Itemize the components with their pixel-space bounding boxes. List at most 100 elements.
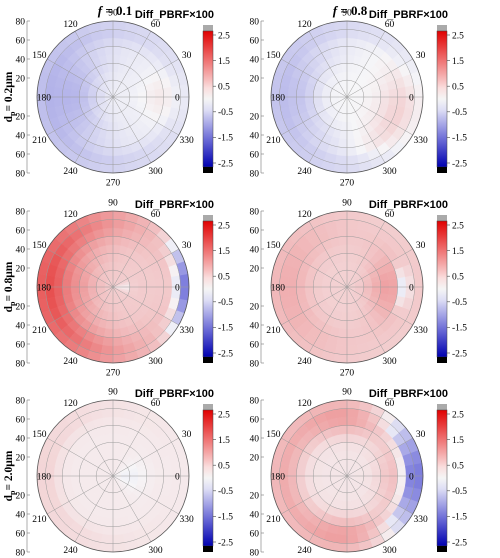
- grid-spoke: [346, 96, 413, 136]
- zenith-tick-label: 40: [16, 245, 26, 255]
- grid-spoke: [112, 475, 179, 515]
- heatmap-cell: [346, 336, 358, 347]
- azimuth-tick-label: 330: [413, 326, 428, 336]
- azimuth-tick-label: 240: [297, 546, 312, 556]
- azimuth-tick-label: 210: [32, 326, 47, 336]
- heatmap-cell: [112, 227, 124, 238]
- heatmap-cell: [346, 425, 357, 435]
- heatmap-cell: [99, 353, 114, 364]
- colorbar-tick-label: -0.5: [218, 298, 233, 308]
- zenith-tick-label: 20: [16, 264, 26, 274]
- heatmap-cell: [103, 328, 114, 338]
- heatmap-cell: [112, 416, 124, 427]
- colorbar-tick-label: -1.5: [218, 513, 233, 523]
- zenith-tick-label: 20: [16, 112, 26, 122]
- colorbar-title: Diff_PBRF×100: [369, 9, 448, 21]
- heatmap-cell: [101, 408, 114, 419]
- heatmap-cell: [162, 465, 173, 477]
- heatmap-cell: [103, 138, 114, 148]
- heatmap-cell: [53, 286, 64, 298]
- azimuth-tick-label: 120: [297, 399, 312, 409]
- polar-outline: [270, 20, 424, 174]
- azimuth-tick-label: 0: [409, 473, 414, 483]
- heatmap-cell: [388, 475, 398, 486]
- zenith-tick-label: 20: [250, 112, 260, 122]
- azimuth-tick-label: 0: [409, 94, 414, 104]
- azimuth-tick-label: 240: [63, 357, 78, 367]
- azimuth-tick-label: 60: [385, 20, 395, 30]
- heatmap-cell: [101, 29, 114, 40]
- heatmap-cell: [346, 433, 355, 443]
- heatmap-cell: [413, 83, 424, 98]
- colorbar-over-cap: [203, 215, 213, 221]
- heatmap-cell: [413, 475, 424, 490]
- heatmap-cell: [146, 475, 156, 484]
- colorbar-tick-label: -0.5: [452, 108, 467, 118]
- heatmap-cell: [346, 146, 358, 157]
- heatmap-cell: [396, 475, 407, 487]
- heatmap-cell: [335, 29, 348, 40]
- polar-panel-2: 0 30 60 90 120 150 180 210 240 270 300 330 80 60 40 20 2…: [250, 9, 468, 189]
- heatmap-cell: [112, 344, 125, 355]
- heatmap-cell: [339, 509, 348, 519]
- zenith-tick-label: 40: [16, 55, 26, 65]
- heatmap-cell: [53, 276, 64, 288]
- colorbar-tick-label: -0.5: [218, 108, 233, 118]
- heatmap-cell: [112, 29, 125, 40]
- heatmap-cell: [380, 286, 390, 295]
- colorbar-over-cap: [437, 215, 447, 221]
- zenith-tick-label: 60: [16, 340, 26, 350]
- zenith-tick-label: 80: [16, 169, 26, 179]
- heatmap-cell: [112, 408, 125, 419]
- azimuth-tick-label: 240: [63, 167, 78, 177]
- azimuth-tick-label: 210: [266, 515, 281, 525]
- azimuth-tick-label: 270: [340, 369, 355, 379]
- colorbar: [436, 30, 448, 168]
- heatmap-cell: [346, 244, 355, 254]
- azimuth-tick-label: 210: [266, 326, 281, 336]
- colorbar-tick-label: 0.5: [452, 273, 464, 283]
- heatmap-cell: [336, 416, 348, 427]
- zenith-tick-label: 80: [16, 17, 26, 27]
- colorbar-tick-label: -2.5: [452, 159, 467, 169]
- polar-panel-3: 0 30 60 90 120 150 180 210 240 270 300 330 80 60 40 20 2…: [16, 199, 234, 379]
- heatmap-cell: [53, 475, 64, 487]
- row-label: dp= 0.2μm: [3, 71, 17, 122]
- grid-spoke: [47, 475, 114, 515]
- colorbar-title: Diff_PBRF×100: [135, 199, 214, 211]
- heatmap-cell: [53, 86, 64, 98]
- heatmap-cell: [333, 399, 348, 410]
- azimuth-tick-label: 180: [37, 94, 52, 104]
- zenith-tick-label: 60: [16, 150, 26, 160]
- heatmap-cell: [112, 146, 124, 157]
- grid-spoke: [346, 286, 413, 326]
- azimuth-tick-label: 30: [182, 241, 192, 251]
- grid-spoke: [47, 248, 114, 288]
- grid-spoke: [74, 96, 114, 163]
- polar-grid: [37, 211, 189, 363]
- heatmap-cell: [346, 416, 358, 427]
- grid-spoke: [346, 31, 386, 98]
- azimuth-tick-label: 90: [108, 199, 118, 209]
- heatmap-cell: [112, 244, 121, 254]
- grid-spoke: [308, 286, 348, 353]
- heatmap-cell: [62, 277, 72, 288]
- polar-outline: [36, 399, 190, 553]
- azimuth-tick-label: 270: [106, 369, 121, 379]
- colorbar-tick-label: 1.5: [218, 57, 230, 67]
- heatmap-cell: [304, 89, 314, 98]
- heatmap-cell: [304, 279, 314, 288]
- azimuth-tick-label: 30: [416, 241, 426, 251]
- heatmap-cell: [287, 276, 298, 288]
- heatmap-cell: [62, 87, 72, 98]
- azimuth-tick-label: 120: [63, 210, 78, 220]
- azimuth-tick-label: 120: [297, 20, 312, 30]
- heatmap-cell: [179, 273, 190, 288]
- colorbar-tick-label: -2.5: [218, 349, 233, 359]
- azimuth-tick-label: 210: [32, 515, 47, 525]
- zenith-tick-label: 60: [250, 150, 260, 160]
- polar-outline: [36, 20, 190, 174]
- heatmap-cell: [112, 353, 127, 364]
- zenith-tick-label: 20: [16, 74, 26, 84]
